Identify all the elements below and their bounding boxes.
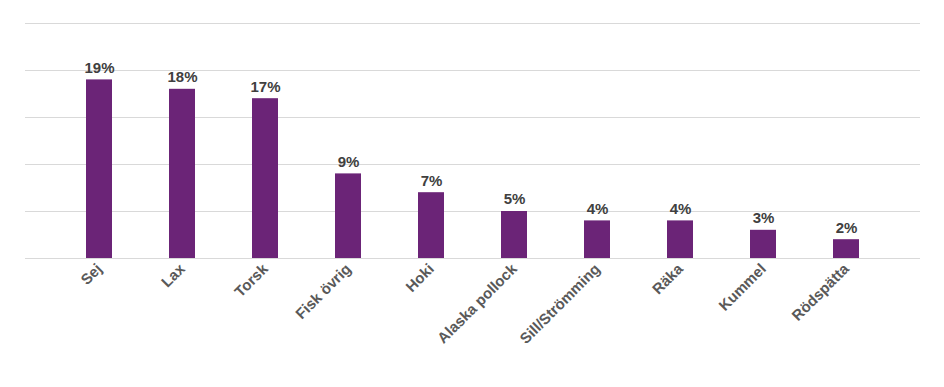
svg-text:9%: 9% xyxy=(338,153,360,170)
svg-text:3%: 3% xyxy=(753,209,775,226)
svg-text:Hoki: Hoki xyxy=(402,260,437,295)
svg-text:2%: 2% xyxy=(836,219,858,236)
svg-text:18%: 18% xyxy=(167,68,197,85)
svg-text:Fisk övrig: Fisk övrig xyxy=(292,260,354,322)
svg-text:Räka: Räka xyxy=(649,260,687,298)
svg-text:Lax: Lax xyxy=(158,260,189,291)
svg-text:19%: 19% xyxy=(84,59,114,76)
svg-text:Torsk: Torsk xyxy=(231,260,272,301)
svg-text:Alaska pollock: Alaska pollock xyxy=(434,260,521,347)
svg-text:4%: 4% xyxy=(670,200,692,217)
svg-text:Rödspätta: Rödspätta xyxy=(788,260,852,324)
svg-text:Kummel: Kummel xyxy=(715,260,769,314)
svg-text:Sej: Sej xyxy=(77,260,105,288)
svg-text:4%: 4% xyxy=(587,200,609,217)
svg-text:7%: 7% xyxy=(421,172,443,189)
svg-text:5%: 5% xyxy=(504,190,526,207)
svg-text:17%: 17% xyxy=(250,78,280,95)
svg-text:Sill/Strömming: Sill/Strömming xyxy=(516,260,603,347)
